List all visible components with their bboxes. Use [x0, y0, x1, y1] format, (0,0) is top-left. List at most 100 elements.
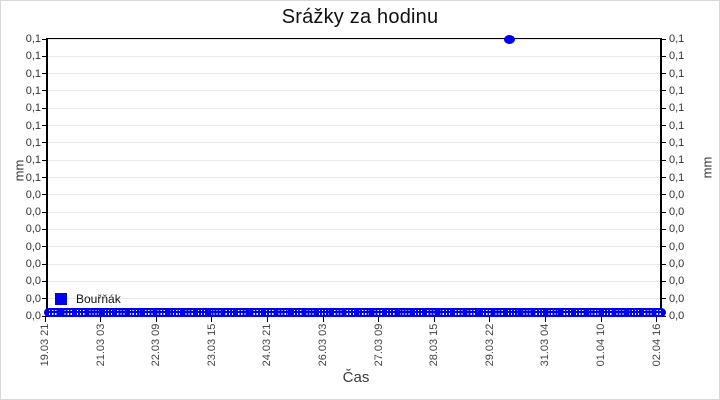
y-tick-label-right: 0,0 — [669, 258, 685, 271]
x-tick-mark — [266, 316, 268, 322]
y-tick-label-left: 0,0 — [25, 206, 41, 219]
x-tick-label: 28.03 15 — [428, 323, 441, 367]
x-tick-label: 23.03 15 — [205, 323, 218, 367]
y-tick-label-right: 0,1 — [669, 119, 685, 132]
x-tick-label: 02.04 16 — [650, 323, 663, 367]
series-baseline-points — [44, 308, 666, 317]
y-tick-label-left: 0,1 — [25, 171, 41, 184]
y-tick-mark-right — [661, 211, 666, 213]
gridline — [48, 159, 660, 161]
y-tick-label-right: 0,1 — [669, 102, 685, 115]
y-tick-label-left: 0,1 — [25, 119, 41, 132]
x-tick-label: 31.03 04 — [539, 323, 552, 367]
y-tick-mark-left — [42, 90, 47, 92]
y-tick-mark-right — [661, 90, 666, 92]
y-tick-label-right: 0,0 — [669, 223, 685, 236]
y-tick-mark-left — [42, 211, 47, 213]
chart-title: Srážky za hodinu — [281, 6, 439, 28]
y-tick-label-right: 0,0 — [669, 206, 685, 219]
x-tick-mark — [100, 316, 102, 322]
y-tick-label-left: 0,0 — [25, 292, 41, 305]
y-tick-label-right: 0,0 — [669, 310, 685, 322]
y-tick-label-left: 0,0 — [25, 275, 41, 288]
x-tick-label: 29.03 22 — [483, 323, 496, 367]
y-tick-label-left: 0,0 — [25, 240, 41, 253]
y-tick-mark-right — [661, 125, 666, 127]
y-tick-mark-left — [42, 38, 47, 40]
y-tick-mark-left — [42, 228, 47, 230]
y-tick-label-left: 0,0 — [25, 310, 41, 322]
x-tick-label: 24.03 21 — [261, 323, 274, 367]
y-tick-mark-left — [42, 125, 47, 127]
x-tick-label: 22.03 09 — [150, 323, 163, 367]
series-outlier-point — [504, 35, 515, 44]
y-tick-label-left: 0,1 — [25, 154, 41, 167]
y-tick-label-left: 0,1 — [25, 33, 41, 45]
y-tick-mark-left — [42, 246, 47, 248]
y-tick-mark-left — [42, 73, 47, 75]
y-tick-mark-right — [661, 159, 666, 161]
y-tick-mark-right — [661, 142, 666, 144]
y-tick-mark-left — [42, 159, 47, 161]
y-tick-label-left: 0,1 — [25, 102, 41, 115]
x-tick-label: 27.03 09 — [372, 323, 385, 367]
gridline — [48, 228, 660, 230]
x-tick-mark — [656, 316, 658, 322]
y-tick-mark-left — [42, 142, 47, 144]
legend: Bouřňák — [55, 292, 121, 306]
gridline — [48, 90, 660, 92]
y-tick-label-right: 0,1 — [669, 84, 685, 97]
y-tick-mark-left — [42, 298, 47, 300]
gridline — [48, 73, 660, 75]
y-tick-label-right: 0,0 — [669, 240, 685, 253]
y-tick-label-right: 0,0 — [669, 292, 685, 305]
x-tick-label: 26.03 03 — [317, 323, 329, 367]
y-tick-label-right: 0,0 — [669, 275, 685, 288]
y-tick-label-right: 0,1 — [669, 136, 685, 149]
gridline — [48, 211, 660, 213]
y-tick-label-left: 0,0 — [25, 223, 41, 236]
baseline-dot-pattern — [49, 313, 661, 315]
x-tick-label: 21.03 03 — [94, 323, 107, 367]
y-tick-mark-left — [42, 55, 47, 57]
y-tick-mark-right — [661, 73, 666, 75]
y-tick-label-right: 0,1 — [669, 50, 685, 63]
gridline — [48, 194, 660, 196]
baseline-dot-pattern — [49, 310, 661, 312]
y-tick-mark-right — [661, 107, 666, 109]
y-tick-mark-right — [661, 194, 666, 196]
y-tick-mark-left — [42, 177, 47, 178]
y-tick-mark-right — [661, 38, 666, 40]
x-tick-mark — [44, 316, 46, 322]
x-tick-mark — [489, 316, 491, 322]
y-tick-label-right: 0,1 — [669, 154, 685, 167]
gridline — [48, 298, 660, 300]
y-tick-label-left: 0,1 — [25, 50, 41, 63]
x-tick-mark — [322, 316, 324, 322]
y-tick-label-left: 0,0 — [25, 258, 41, 271]
y-tick-label-left: 0,1 — [25, 67, 41, 80]
y-tick-mark-right — [661, 228, 666, 230]
gridline — [48, 55, 660, 57]
y-tick-label-left: 0,1 — [25, 84, 41, 97]
y-tick-label-left: 0,1 — [25, 136, 41, 149]
y-tick-mark-right — [661, 177, 666, 178]
gridline — [48, 177, 660, 178]
y-axis-title-right: mm — [699, 156, 715, 179]
x-tick-mark — [155, 316, 157, 322]
y-tick-mark-left — [42, 107, 47, 109]
y-axis-title-left: mm — [11, 159, 27, 182]
y-tick-label-right: 0,1 — [669, 33, 685, 45]
legend-series-name: Bouřňák — [76, 292, 121, 306]
x-tick-mark — [378, 316, 380, 322]
y-tick-mark-right — [661, 246, 666, 248]
legend-swatch-icon — [55, 293, 67, 305]
y-tick-mark-right — [661, 263, 666, 265]
gridline — [48, 263, 660, 265]
y-tick-label-left: 0,0 — [25, 188, 41, 201]
x-axis-title: Čas — [342, 369, 370, 386]
gridline — [48, 280, 660, 282]
y-tick-mark-left — [42, 280, 47, 282]
gridline — [48, 142, 660, 144]
y-tick-mark-right — [661, 298, 666, 300]
